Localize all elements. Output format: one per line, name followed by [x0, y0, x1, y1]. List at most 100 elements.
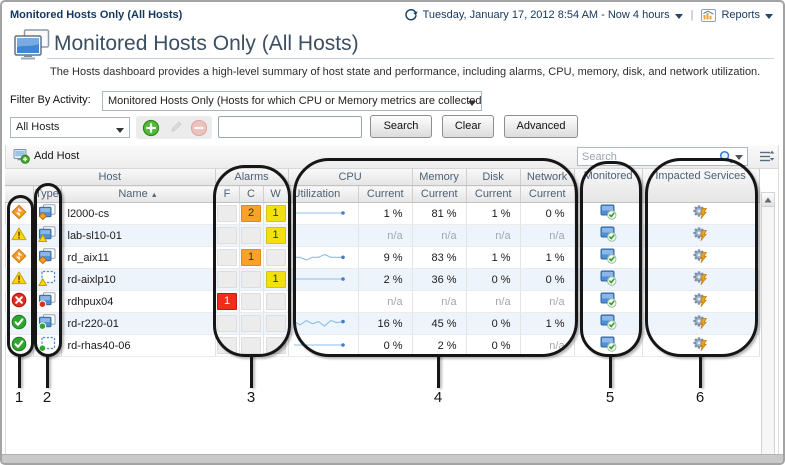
- column-header-impacted-services[interactable]: Impacted Services: [642, 169, 760, 203]
- host-type-cell[interactable]: [33, 290, 62, 313]
- search-icon[interactable]: [719, 150, 733, 164]
- monitored-icon: [600, 226, 617, 242]
- alarm-c-cell[interactable]: 1: [239, 246, 264, 269]
- alarm-w-count: [265, 315, 286, 332]
- edit-scope-button[interactable]: [167, 120, 183, 136]
- activity-filter-select[interactable]: Monitored Hosts Only (Hosts for which CP…: [102, 91, 482, 111]
- column-header-name[interactable]: Name ▲: [61, 185, 216, 203]
- host-row[interactable]: l2000-cs 2 1 1 % 81 % 1 % 0 %: [5, 202, 760, 225]
- column-header-fatal[interactable]: F: [215, 185, 240, 203]
- host-name-cell[interactable]: l2000-cs: [61, 202, 216, 225]
- column-header-warning[interactable]: W: [263, 185, 289, 203]
- advanced-button[interactable]: Advanced: [504, 115, 578, 138]
- monitored-cell[interactable]: [574, 224, 643, 247]
- alarm-w-count: [265, 249, 286, 266]
- alarm-w-cell[interactable]: 1: [263, 268, 289, 291]
- column-header-memory-current[interactable]: Current: [412, 185, 467, 203]
- host-type-cell[interactable]: [33, 268, 62, 291]
- monitored-cell[interactable]: [574, 268, 643, 291]
- host-name-cell[interactable]: rdhpux04: [61, 290, 216, 313]
- table-search-input[interactable]: [578, 150, 718, 163]
- host-row[interactable]: lab-sl10-01 1 n/a n/a n/a n/a: [5, 224, 760, 247]
- host-scope-select[interactable]: All Hosts: [10, 117, 130, 138]
- column-header-network-current[interactable]: Current: [520, 185, 575, 203]
- host-name-cell[interactable]: rd-rhas40-06: [61, 334, 216, 357]
- cpu-current-cell: 16 %: [358, 312, 413, 335]
- alarm-f-cell: [215, 224, 240, 247]
- host-row[interactable]: rd_aix11 1 9 % 83 % 1 % 1 %: [5, 246, 760, 269]
- disk-current-cell: n/a: [466, 290, 521, 313]
- time-range[interactable]: Tuesday, January 17, 2012 8:54 AM - Now …: [422, 9, 670, 21]
- host-type-cell[interactable]: [33, 202, 62, 225]
- cpu-utilization-cell[interactable]: [288, 224, 359, 247]
- host-status-cell[interactable]: [5, 246, 34, 269]
- host-filter-input[interactable]: [218, 116, 362, 138]
- monitored-icon: [600, 270, 617, 286]
- clear-button[interactable]: Clear: [442, 115, 494, 138]
- alarm-w-count: 1: [265, 227, 286, 244]
- column-header-monitored[interactable]: Monitored: [574, 169, 643, 203]
- host-type-cell[interactable]: [33, 224, 62, 247]
- host-row[interactable]: rd-rhas40-06 0 % 2 % 0 % n/a: [5, 334, 760, 357]
- impacted-services-cell[interactable]: [642, 334, 760, 357]
- disk-current-cell: 1 %: [466, 202, 521, 225]
- monitored-cell[interactable]: [574, 290, 643, 313]
- reports-caret-icon[interactable]: [765, 13, 773, 19]
- table-customizer-icon[interactable]: [759, 149, 775, 164]
- add-scope-button[interactable]: [142, 119, 160, 137]
- cpu-utilization-cell[interactable]: [288, 246, 359, 269]
- impacted-services-cell[interactable]: [642, 224, 760, 247]
- host-type-cell[interactable]: [33, 334, 62, 357]
- time-range-caret-icon[interactable]: [674, 13, 683, 19]
- monitored-cell[interactable]: [574, 312, 643, 335]
- cpu-utilization-cell[interactable]: [288, 334, 359, 357]
- alarm-f-cell[interactable]: 1: [215, 290, 240, 313]
- search-options-caret-icon[interactable]: [735, 154, 743, 160]
- host-type-cell[interactable]: [33, 312, 62, 335]
- sort-ascending-icon: ▲: [150, 192, 158, 199]
- add-host-button[interactable]: Add Host: [13, 148, 79, 164]
- host-name-cell[interactable]: rd_aix11: [61, 246, 216, 269]
- column-header-utilization[interactable]: Utilization: [288, 185, 359, 203]
- remove-scope-button[interactable]: [190, 119, 208, 137]
- host-row[interactable]: rd-aixlp10 1 2 % 36 % 0 % 0 %: [5, 268, 760, 291]
- page-description: The Hosts dashboard provides a high-leve…: [50, 66, 761, 78]
- host-status-cell[interactable]: [5, 334, 34, 357]
- table-scrollbar[interactable]: [761, 192, 775, 455]
- impacted-services-cell[interactable]: [642, 268, 760, 291]
- cpu-utilization-cell[interactable]: [288, 268, 359, 291]
- column-header-cpu-current[interactable]: Current: [358, 185, 413, 203]
- host-name-cell[interactable]: rd-r220-01: [61, 312, 216, 335]
- search-button[interactable]: Search: [370, 115, 432, 138]
- column-header-type[interactable]: Type: [33, 185, 62, 203]
- impacted-services-cell[interactable]: [642, 290, 760, 313]
- cpu-utilization-cell[interactable]: [288, 312, 359, 335]
- monitored-cell[interactable]: [574, 202, 643, 225]
- host-type-cell[interactable]: [33, 246, 62, 269]
- host-status-cell[interactable]: [5, 224, 34, 247]
- host-row[interactable]: rd-r220-01 16 % 45 % 0 % 1 %: [5, 312, 760, 335]
- impacted-services-cell[interactable]: [642, 246, 760, 269]
- host-type-physical-icon: [38, 248, 56, 264]
- cpu-utilization-cell[interactable]: [288, 290, 359, 313]
- host-status-cell[interactable]: [5, 290, 34, 313]
- host-status-cell[interactable]: [5, 202, 34, 225]
- alarm-c-cell[interactable]: 2: [239, 202, 264, 225]
- column-header-disk-current[interactable]: Current: [466, 185, 521, 203]
- host-status-cell[interactable]: [5, 268, 34, 291]
- host-name-cell[interactable]: lab-sl10-01: [61, 224, 216, 247]
- alarm-w-cell[interactable]: 1: [263, 202, 289, 225]
- cpu-utilization-cell[interactable]: [288, 202, 359, 225]
- column-header-critical[interactable]: C: [239, 185, 264, 203]
- monitored-cell[interactable]: [574, 334, 643, 357]
- alarm-w-cell[interactable]: 1: [263, 224, 289, 247]
- impacted-services-cell[interactable]: [642, 312, 760, 335]
- impacted-services-cell[interactable]: [642, 202, 760, 225]
- host-row[interactable]: rdhpux04 1 n/a n/a n/a n/a: [5, 290, 760, 313]
- host-name-cell[interactable]: rd-aixlp10: [61, 268, 216, 291]
- scrollbar-up-button[interactable]: [762, 193, 774, 207]
- monitored-cell[interactable]: [574, 246, 643, 269]
- host-status-cell[interactable]: [5, 312, 34, 335]
- reports-menu[interactable]: Reports: [721, 9, 760, 21]
- breadcrumb[interactable]: Monitored Hosts Only (All Hosts): [10, 9, 183, 21]
